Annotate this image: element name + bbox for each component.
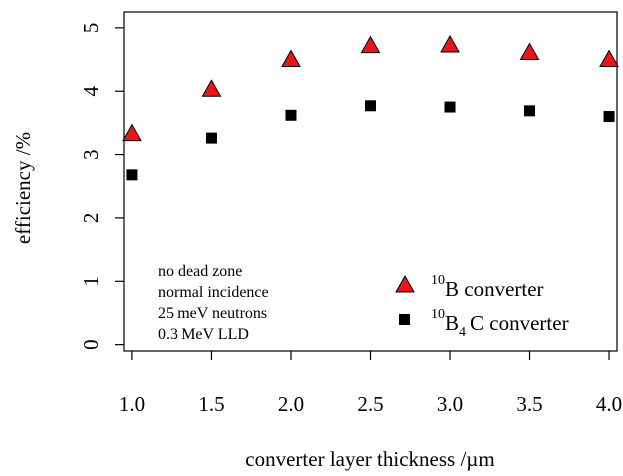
data-point-b-converter xyxy=(519,42,540,61)
x-tick-label: 2.0 xyxy=(278,392,304,416)
annotation-line: 25 meV neutrons xyxy=(158,305,267,322)
legend-entry-b-converter: 10B converter xyxy=(431,273,544,301)
y-tick-label: 4 xyxy=(79,85,103,96)
x-tick-label: 3.0 xyxy=(437,392,463,416)
legend: 10B converter 10B4 C converter xyxy=(395,273,569,340)
y-tick-label: 1 xyxy=(79,276,103,287)
data-points xyxy=(122,34,619,181)
data-point-b-converter xyxy=(599,49,619,68)
x-tick-label: 4.0 xyxy=(596,392,622,416)
data-point-b-converter xyxy=(440,34,460,53)
y-axis-title: efficiency /% xyxy=(11,132,35,244)
x-tick-label: 1.5 xyxy=(198,392,224,416)
legend-entry-b4c-converter: 10B4 C converter xyxy=(431,307,569,340)
data-point-b-converter xyxy=(360,35,381,54)
data-point-b4c-converter xyxy=(285,109,297,121)
legend-marker-square xyxy=(399,314,410,325)
x-axis: 1.0 1.5 2.0 2.5 3.0 3.5 4.0 xyxy=(119,351,622,416)
y-tick-label: 2 xyxy=(79,213,103,224)
x-tick-label: 1.0 xyxy=(119,392,145,416)
x-axis-title: converter layer thickness /µm xyxy=(245,447,494,471)
data-point-b4c-converter xyxy=(205,132,217,144)
annotation-line: no dead zone xyxy=(158,263,242,280)
data-point-b-converter xyxy=(281,49,301,68)
x-tick-label: 2.5 xyxy=(357,392,383,416)
y-tick-label: 0 xyxy=(79,339,103,350)
data-point-b4c-converter xyxy=(444,101,456,113)
annotation-line: 0.3 MeV LLD xyxy=(158,326,249,343)
legend-marker-triangle xyxy=(395,274,415,293)
y-tick-label: 5 xyxy=(79,23,103,34)
y-axis: 0 1 2 3 4 5 xyxy=(79,23,124,350)
data-point-b-converter xyxy=(201,79,222,97)
annotation-line: normal incidence xyxy=(158,284,269,301)
data-point-b4c-converter xyxy=(603,111,615,123)
data-point-b-converter xyxy=(122,123,142,142)
data-point-b4c-converter xyxy=(126,169,138,181)
data-point-b4c-converter xyxy=(524,105,536,117)
data-point-b4c-converter xyxy=(365,100,376,112)
annotation-block: no dead zone normal incidence 25 meV neu… xyxy=(158,263,269,343)
y-tick-label: 3 xyxy=(79,149,103,160)
x-tick-label: 3.5 xyxy=(516,392,542,416)
